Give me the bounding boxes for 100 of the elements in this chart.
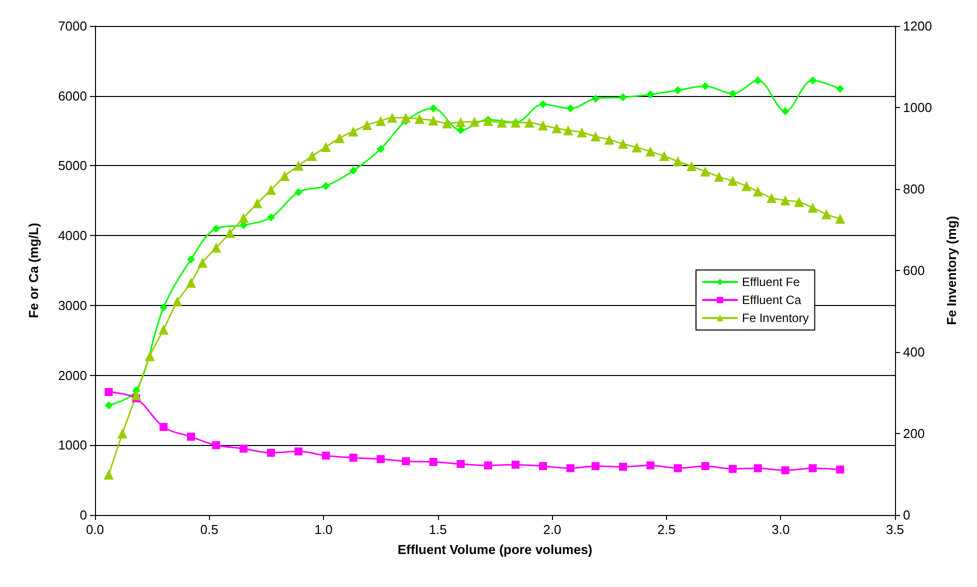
point (728, 90, 737, 98)
point (414, 114, 425, 124)
x-tick-label: 0.5 (200, 522, 218, 537)
point (349, 454, 358, 462)
x-tick-label: 1.0 (314, 522, 333, 537)
point (794, 197, 804, 208)
legend-label: Effluent Fe (742, 275, 800, 289)
x-axis-title: Effluent Volume (pore volumes) (398, 542, 592, 557)
point (376, 144, 385, 153)
point (604, 134, 614, 145)
point (645, 146, 656, 157)
y2-tick-label: 800 (903, 182, 925, 196)
point (566, 104, 574, 112)
point (539, 100, 547, 108)
point (808, 464, 817, 472)
y-tick-label: 4000 (58, 228, 87, 244)
point (117, 428, 128, 438)
point (322, 182, 330, 190)
legend-label: Fe Inventory (742, 311, 809, 325)
point (714, 172, 724, 182)
point (280, 170, 290, 181)
point (618, 138, 628, 149)
point (131, 390, 142, 400)
point (836, 84, 844, 93)
point (659, 150, 670, 161)
point (700, 166, 710, 176)
point (212, 224, 220, 233)
point (728, 176, 738, 186)
point (728, 464, 737, 473)
point (428, 116, 438, 126)
point (144, 351, 155, 362)
x-tick-label: 2.0 (543, 522, 562, 537)
point (754, 464, 762, 472)
point (780, 195, 790, 206)
point (267, 448, 275, 457)
point (592, 94, 600, 103)
y2-tick-label: 600 (903, 263, 925, 278)
point (590, 131, 601, 142)
legend-label: Effluent Ca (742, 293, 802, 307)
point (632, 142, 642, 152)
point (293, 160, 304, 171)
point (646, 90, 654, 98)
y-tick-label: 2000 (58, 368, 87, 383)
point (808, 202, 818, 213)
point (674, 86, 682, 94)
point (576, 127, 587, 138)
x-tick-label: 2.5 (657, 522, 676, 537)
point (835, 214, 846, 224)
point (197, 258, 208, 268)
point (376, 455, 385, 464)
point (456, 460, 465, 468)
point (104, 388, 113, 396)
point (442, 118, 452, 128)
point (781, 466, 790, 474)
point (741, 181, 752, 192)
point (701, 462, 710, 470)
point (160, 422, 168, 431)
point (524, 118, 534, 128)
x-tick-label: 3.5 (886, 522, 904, 537)
point (252, 198, 262, 208)
point (821, 209, 832, 220)
point (294, 188, 302, 196)
point (429, 104, 438, 112)
point (552, 123, 562, 134)
point (766, 192, 777, 203)
point (566, 464, 574, 472)
y2-tick-label: 1000 (903, 100, 932, 115)
point (334, 133, 345, 144)
point (172, 296, 182, 306)
point (348, 126, 358, 137)
point (240, 444, 248, 453)
y2-tick-label: 400 (903, 344, 925, 360)
point (402, 457, 410, 466)
point (538, 120, 548, 130)
y-tick-label: 6000 (58, 88, 87, 104)
point (267, 213, 275, 222)
point (456, 126, 465, 134)
y2-tick-label: 1200 (903, 18, 932, 34)
point (619, 93, 627, 102)
point (307, 150, 318, 161)
x-tick-label: 3.0 (772, 522, 790, 537)
point (754, 76, 762, 84)
point (512, 460, 520, 469)
point (349, 166, 358, 175)
point (322, 452, 330, 460)
point (701, 82, 710, 90)
y-tick-label: 5000 (58, 158, 87, 174)
point (429, 458, 438, 466)
y-tick-label: 1000 (58, 438, 87, 453)
y2-tick-label: 0 (903, 508, 910, 522)
point (212, 441, 220, 450)
point (158, 324, 169, 335)
point (187, 255, 195, 264)
y2-tick-label: 200 (903, 426, 925, 441)
point (469, 116, 480, 127)
point (674, 464, 682, 472)
x-tick-label: 0.0 (86, 522, 104, 537)
y-axis-title: Fe or Ca (mg/L) (26, 222, 41, 318)
point (266, 184, 276, 195)
point (104, 401, 113, 410)
